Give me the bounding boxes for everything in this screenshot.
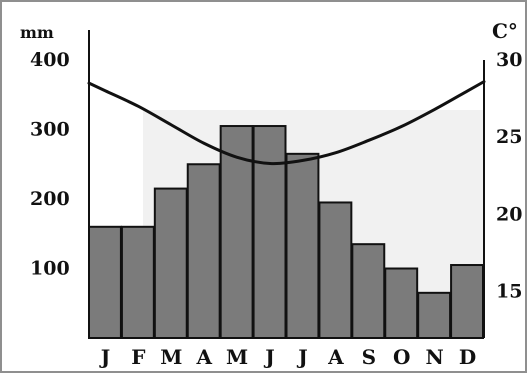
right-axis-tick-30: 30: [496, 49, 522, 71]
left-axis-tick-400: 400: [30, 49, 70, 71]
month-label-6: J: [263, 345, 274, 369]
left-axis-tick-300: 300: [30, 119, 70, 141]
month-label-7: J: [296, 345, 307, 369]
month-label-5: M: [226, 345, 248, 369]
left-axis-unit: mm: [20, 23, 54, 42]
left-axis-tick-100: 100: [30, 258, 70, 280]
left-axis-tick-200: 200: [30, 188, 70, 210]
month-label-2: F: [131, 345, 145, 369]
month-label-1: J: [99, 345, 110, 369]
precipitation-bar-7: [287, 154, 319, 338]
right-axis-tick-25: 25: [496, 126, 522, 148]
right-axis-unit: C°: [492, 19, 518, 43]
precipitation-bar-11: [418, 293, 450, 338]
right-axis-tick-20: 20: [496, 203, 522, 225]
month-label-4: A: [195, 345, 212, 369]
precipitation-bar-4: [188, 164, 220, 338]
month-label-9: S: [362, 345, 376, 369]
precipitation-bar-6: [254, 126, 286, 338]
precipitation-bar-12: [451, 265, 483, 338]
month-label-3: M: [160, 345, 182, 369]
precipitation-bar-3: [155, 189, 187, 338]
month-label-8: A: [327, 345, 344, 369]
precipitation-bar-2: [122, 227, 154, 338]
precipitation-bar-8: [319, 202, 351, 338]
month-label-12: D: [459, 345, 476, 369]
month-label-11: N: [425, 345, 443, 369]
right-axis-tick-15: 15: [496, 281, 522, 303]
precipitation-bar-9: [352, 244, 384, 338]
precipitation-bar-10: [385, 269, 417, 339]
month-label-10: O: [393, 345, 410, 369]
precipitation-bar-1: [89, 227, 121, 338]
